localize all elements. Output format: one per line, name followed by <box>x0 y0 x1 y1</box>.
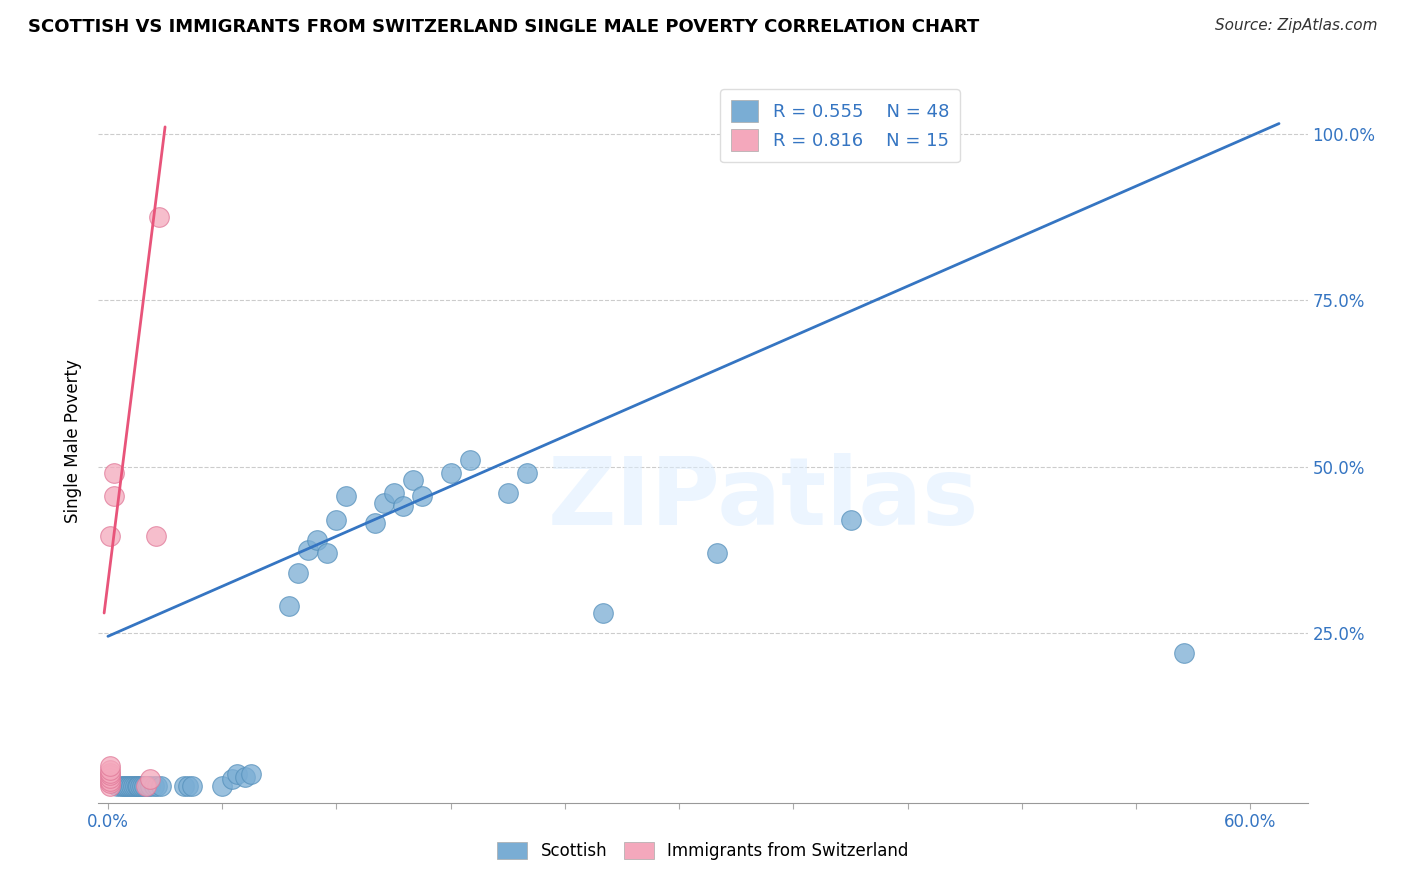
Point <box>136 779 159 793</box>
Point <box>277 599 299 614</box>
Point <box>211 779 233 793</box>
Legend: Scottish, Immigrants from Switzerland: Scottish, Immigrants from Switzerland <box>491 835 915 867</box>
Text: Source: ZipAtlas.com: Source: ZipAtlas.com <box>1215 18 1378 33</box>
Point <box>1173 646 1195 660</box>
Point <box>110 779 132 793</box>
Point <box>221 772 243 787</box>
Point <box>239 767 262 781</box>
Point <box>98 763 121 777</box>
Point <box>98 759 121 773</box>
Point <box>142 779 165 793</box>
Point <box>129 779 152 793</box>
Point <box>335 490 357 504</box>
Point <box>401 473 423 487</box>
Point <box>98 529 121 543</box>
Point <box>98 765 121 780</box>
Point <box>127 779 149 793</box>
Point <box>233 771 256 785</box>
Point <box>139 779 162 793</box>
Point <box>297 542 319 557</box>
Point <box>98 773 121 788</box>
Point <box>118 779 141 793</box>
Point <box>98 768 121 782</box>
Point <box>115 779 138 793</box>
Point <box>120 779 142 793</box>
Point <box>458 453 481 467</box>
Point <box>706 546 728 560</box>
Point <box>287 566 309 580</box>
Point <box>146 779 169 793</box>
Point <box>125 779 148 793</box>
Point <box>373 496 395 510</box>
Point <box>131 779 153 793</box>
Point <box>392 500 415 514</box>
Point <box>839 513 862 527</box>
Point <box>114 779 136 793</box>
Point <box>363 516 385 530</box>
Point <box>592 606 614 620</box>
Point <box>173 779 195 793</box>
Point <box>112 779 135 793</box>
Point <box>411 490 433 504</box>
Y-axis label: Single Male Poverty: Single Male Poverty <box>65 359 83 524</box>
Point <box>307 533 329 547</box>
Point <box>325 513 347 527</box>
Point <box>135 779 157 793</box>
Point <box>496 486 519 500</box>
Point <box>177 779 200 793</box>
Point <box>150 779 173 793</box>
Point <box>103 490 125 504</box>
Point <box>148 210 170 224</box>
Point <box>382 486 405 500</box>
Text: SCOTTISH VS IMMIGRANTS FROM SWITZERLAND SINGLE MALE POVERTY CORRELATION CHART: SCOTTISH VS IMMIGRANTS FROM SWITZERLAND … <box>28 18 980 36</box>
Point <box>98 776 121 790</box>
Text: ZIPatlas: ZIPatlas <box>548 453 979 545</box>
Point <box>139 772 162 787</box>
Point <box>226 767 249 781</box>
Point <box>316 546 339 560</box>
Point <box>134 779 156 793</box>
Point <box>121 779 143 793</box>
Point <box>180 779 202 793</box>
Point <box>124 779 146 793</box>
Point <box>107 779 129 793</box>
Point <box>98 779 121 793</box>
Point <box>103 466 125 480</box>
Point <box>440 466 463 480</box>
Point <box>145 529 167 543</box>
Point <box>98 771 121 785</box>
Point <box>516 466 538 480</box>
